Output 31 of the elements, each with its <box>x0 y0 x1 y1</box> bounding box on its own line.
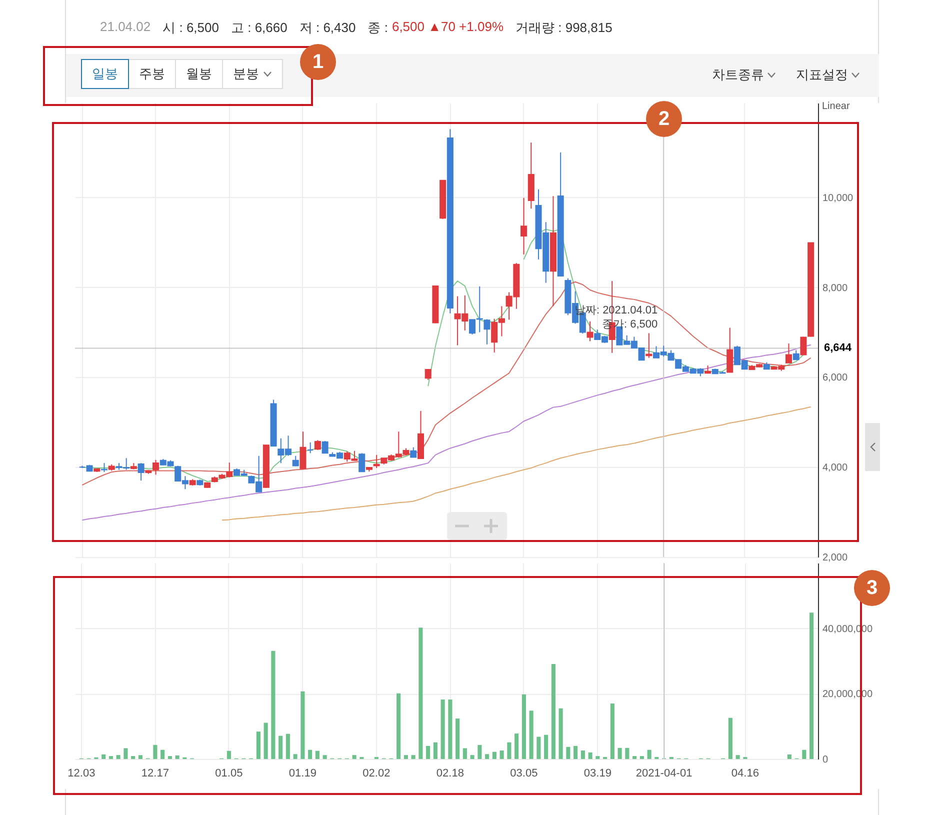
text: 지표설정 <box>796 66 848 84</box>
text: 주봉 <box>139 65 165 83</box>
text: 21.04.02 <box>100 19 151 36</box>
x-tick-label: 01.19 <box>288 768 316 780</box>
y-tick-label: 6,000 <box>822 372 848 384</box>
text: 종 : <box>368 19 388 37</box>
y-tick-label: 8,000 <box>822 282 848 294</box>
text: 저 : 6,430 <box>299 19 356 37</box>
y-tick-label: 10,000 <box>822 192 854 204</box>
x-tick-label: 12.03 <box>68 768 96 780</box>
text: 시 : 6,500 <box>162 19 219 37</box>
x-tick-label: 04.16 <box>731 768 759 780</box>
text: 6,500 ▲70 +1.09% <box>392 19 504 36</box>
text: 차트종류 <box>712 66 764 84</box>
text: 월봉 <box>186 65 212 83</box>
text: Linear <box>822 101 850 112</box>
y-tick-label: 0 <box>822 754 828 766</box>
x-tick-label: 2021-04-01 <box>636 768 692 780</box>
x-tick-label: 12.17 <box>141 768 169 780</box>
ref-line-label: 6,644 <box>824 342 852 354</box>
text: 고 : 6,660 <box>230 19 288 37</box>
x-tick-label: 01.05 <box>215 768 243 780</box>
text: 거래량 : 998,815 <box>516 19 612 37</box>
x-tick-label: 03.19 <box>584 768 612 780</box>
x-tick-label: 02.02 <box>362 768 390 780</box>
x-tick-label: 03.05 <box>510 768 538 780</box>
y-tick-label: 4,000 <box>822 462 848 474</box>
y-tick-label: 2,000 <box>822 552 848 564</box>
text: 분봉 <box>233 65 259 83</box>
text: 일봉 <box>92 65 118 83</box>
x-tick-label: 02.18 <box>436 768 464 780</box>
